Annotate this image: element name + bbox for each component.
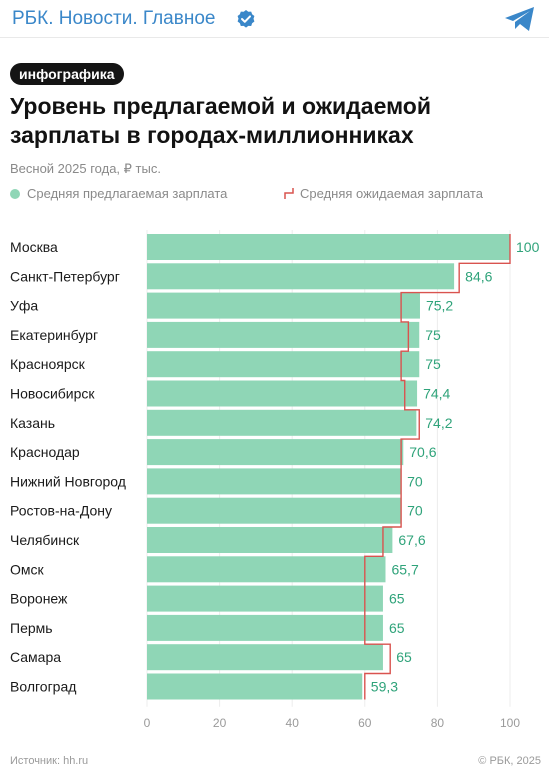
legend-expected-label: Средняя ожидаемая зарплата [300, 186, 483, 201]
category-label: Челябинск [10, 532, 80, 548]
category-label: Уфа [10, 298, 38, 314]
category-label: Казань [10, 415, 55, 431]
bar [147, 409, 417, 436]
value-label: 70,6 [409, 444, 436, 460]
category-label: Омск [10, 561, 45, 577]
value-label: 75,2 [426, 298, 453, 314]
footer-source: Источник: hh.ru [10, 755, 89, 767]
value-label: 100 [516, 239, 540, 255]
x-tick-label: 60 [358, 716, 372, 730]
bar [147, 644, 383, 671]
category-label: Москва [10, 239, 58, 255]
category-label: Екатеринбург [10, 327, 98, 343]
category-label: Ростов-на-Дону [10, 503, 112, 519]
channel-header: РБК. Новости. Главное [0, 0, 549, 38]
value-label: 74,2 [425, 415, 452, 431]
bar [147, 439, 404, 466]
bar [147, 292, 420, 319]
value-label: 75 [425, 327, 441, 343]
category-label: Новосибирск [10, 386, 95, 402]
bar [147, 614, 383, 641]
legend-offered-swatch [10, 189, 20, 199]
category-label: Самара [10, 649, 61, 665]
value-label: 59,3 [371, 679, 398, 695]
bar [147, 263, 455, 290]
bar [147, 468, 402, 495]
category-label: Воронеж [10, 591, 68, 607]
category-label: Нижний Новгород [10, 473, 126, 489]
x-tick-label: 100 [500, 716, 520, 730]
value-label: 67,6 [398, 532, 425, 548]
chart-subtitle: Весной 2025 года, ₽ тыс. [10, 161, 161, 176]
expected-salary-line [364, 234, 511, 700]
bar [147, 234, 510, 260]
category-label: Краснодар [10, 444, 80, 460]
category-label: Красноярск [10, 356, 86, 372]
value-label: 70 [407, 473, 423, 489]
value-label: 84,6 [465, 268, 492, 284]
infographic-badge: инфографика [10, 63, 124, 85]
bar [147, 673, 363, 700]
x-tick-label: 20 [213, 716, 227, 730]
x-tick-label: 40 [286, 716, 300, 730]
bar [147, 497, 402, 524]
salary-bar-chart: Москва Санкт-Петербург Уфа Екатеринбург Крас… [0, 226, 549, 736]
chart-title: Уровень предлагаемой и ожидаемой зарплат… [10, 93, 431, 148]
channel-name-link[interactable]: РБК. Новости. Главное [12, 8, 216, 29]
x-tick-label: 80 [431, 716, 445, 730]
legend-offered-label: Средняя предлагаемая зарплата [27, 186, 228, 201]
footer-copyright: © РБК, 2025 [478, 755, 541, 767]
category-label: Санкт-Петербург [10, 268, 120, 284]
value-label: 65 [396, 649, 412, 665]
bar [147, 351, 420, 378]
verified-check-icon [237, 10, 255, 28]
value-label: 65 [389, 620, 405, 636]
legend-expected-swatch [284, 188, 294, 199]
value-label: 75 [425, 356, 441, 372]
value-label: 65,7 [391, 561, 418, 577]
category-label: Волгоград [10, 679, 76, 695]
category-label: Пермь [10, 620, 53, 636]
bar [147, 527, 393, 553]
bar [147, 321, 420, 348]
bar [147, 380, 418, 407]
bar [147, 556, 386, 583]
telegram-plane-icon[interactable] [503, 5, 537, 33]
x-tick-label: 0 [144, 716, 151, 730]
value-label: 74,4 [423, 386, 450, 402]
value-label: 70 [407, 503, 423, 519]
chart-canvas: Москва Санкт-Петербург Уфа Екатеринбург Крас… [10, 230, 540, 730]
value-label: 65 [389, 591, 405, 607]
bar [147, 585, 383, 612]
